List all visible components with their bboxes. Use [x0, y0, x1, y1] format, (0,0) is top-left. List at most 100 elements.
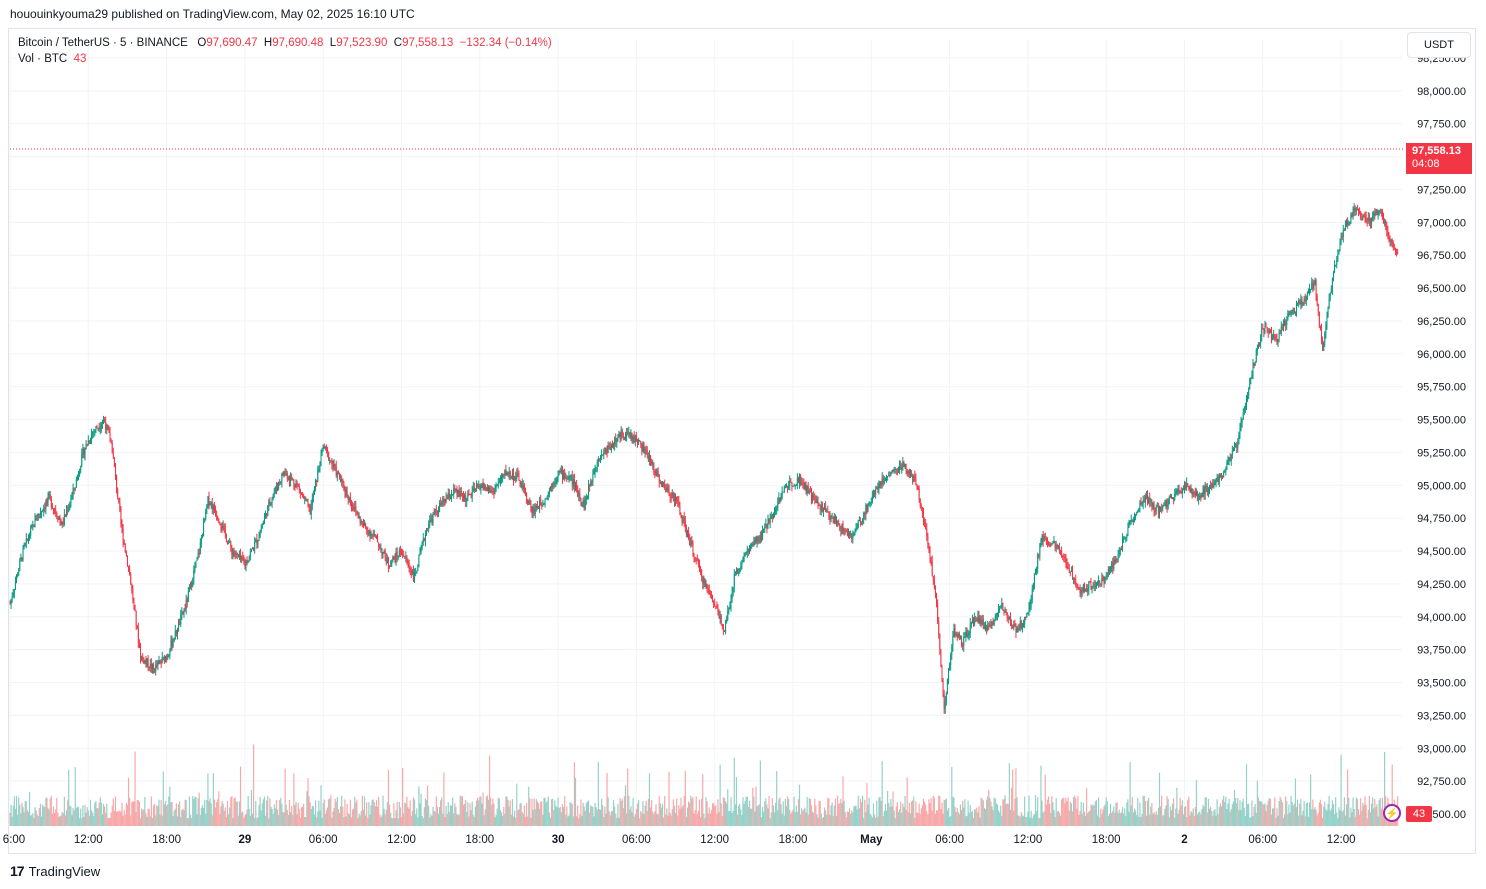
- volume-bar: [1214, 809, 1216, 826]
- candle-body: [1075, 580, 1077, 586]
- volume-bar: [1300, 799, 1302, 826]
- symbol-name[interactable]: Bitcoin / TetherUS · 5 · BINANCE: [18, 37, 188, 49]
- candle-body: [890, 472, 892, 476]
- volume-bar: [1151, 803, 1153, 826]
- candle-body: [1169, 495, 1171, 497]
- candle-body: [337, 471, 339, 474]
- volume-bar: [1207, 798, 1210, 826]
- candle-body: [558, 471, 560, 473]
- volume-bar: [406, 796, 408, 826]
- candle-body: [1219, 473, 1221, 477]
- candle-body: [1255, 350, 1257, 362]
- volume-bar: [590, 805, 592, 826]
- candle-body: [1206, 486, 1208, 492]
- candle-body: [1174, 494, 1176, 500]
- candle-body: [354, 506, 356, 511]
- candle-body: [473, 487, 475, 491]
- volume-bar: [1088, 811, 1090, 826]
- volume-bar: [1174, 817, 1176, 826]
- candle-body: [14, 582, 16, 590]
- candle-body: [866, 504, 868, 510]
- volume-bar: [757, 805, 759, 826]
- candle-body: [1045, 536, 1047, 543]
- volume-bar: [305, 817, 307, 826]
- candle-body: [1313, 285, 1315, 289]
- candle-body: [756, 536, 758, 543]
- candle-body: [267, 505, 269, 517]
- candle-body: [634, 435, 636, 443]
- candle-body: [509, 470, 511, 478]
- candle-body: [454, 488, 456, 491]
- volume-bar: [982, 800, 984, 826]
- volume-bar: [1051, 796, 1053, 826]
- volume-bar: [1240, 810, 1242, 826]
- candle-body: [1056, 544, 1058, 549]
- candle-body: [1334, 265, 1336, 272]
- volume-bar: [909, 813, 912, 826]
- candle-body: [1003, 609, 1005, 611]
- volume-bar: [1206, 812, 1208, 826]
- candle-body: [303, 495, 305, 499]
- volume-bar: [109, 817, 111, 826]
- volume-bar: [369, 814, 371, 826]
- volume-bar: [1136, 815, 1138, 826]
- candle-body: [1388, 234, 1390, 238]
- candle-body: [471, 491, 473, 497]
- candle-body: [678, 501, 680, 506]
- volume-bar: [487, 799, 490, 826]
- volume-bar: [646, 810, 648, 826]
- candle-body: [94, 430, 96, 432]
- volume-bar: [289, 812, 292, 826]
- volume-bar: [1266, 804, 1268, 826]
- x-tick-label: 30: [552, 834, 565, 846]
- candle-body: [389, 566, 391, 568]
- currency-button[interactable]: USDT: [1407, 32, 1471, 58]
- candle-body: [825, 506, 827, 513]
- candle-body: [1347, 219, 1349, 226]
- volume-bar: [1195, 779, 1198, 826]
- chart-frame[interactable]: [8, 28, 1476, 854]
- volume-bar: [918, 803, 920, 826]
- volume-bar: [1040, 765, 1042, 826]
- candle-body: [83, 448, 85, 455]
- candle-body: [659, 481, 661, 483]
- volume-bar: [300, 807, 303, 826]
- candle-body: [1179, 491, 1181, 493]
- candle-body: [1145, 495, 1147, 498]
- candle-body: [1053, 541, 1055, 543]
- candle-body: [937, 603, 939, 622]
- volume-bar: [943, 799, 945, 826]
- volume-bar: [284, 768, 286, 826]
- volume-bar: [716, 813, 718, 826]
- candle-body: [195, 560, 197, 568]
- candle-body: [1376, 210, 1378, 215]
- candle-body: [1191, 488, 1193, 495]
- volume-bar: [1277, 815, 1279, 826]
- candle-body: [1332, 271, 1334, 279]
- candle-body: [681, 515, 683, 523]
- candle-body: [203, 522, 205, 537]
- volume-bar: [208, 801, 210, 826]
- lightning-icon[interactable]: ⚡: [1383, 804, 1401, 822]
- volume-bar: [944, 799, 946, 826]
- candle-body: [844, 529, 846, 531]
- volume-bar: [285, 804, 287, 826]
- volume-bar: [86, 807, 88, 826]
- volume-label[interactable]: Vol · BTC: [18, 53, 68, 65]
- candle-body: [219, 522, 221, 525]
- volume-bar: [807, 814, 809, 826]
- volume-bar: [149, 816, 151, 826]
- tradingview-brand[interactable]: 17 TradingView: [10, 863, 100, 879]
- volume-bar: [329, 798, 331, 826]
- candle-body: [69, 503, 71, 508]
- candle-body: [597, 459, 599, 463]
- candle-body: [1353, 207, 1355, 211]
- volume-bar: [1121, 807, 1124, 826]
- candle-body: [546, 496, 548, 499]
- candle-body: [503, 474, 505, 476]
- volume-bar: [696, 813, 698, 826]
- candle-body: [501, 477, 503, 480]
- candle-body: [1302, 302, 1304, 304]
- candle-body: [1234, 445, 1236, 450]
